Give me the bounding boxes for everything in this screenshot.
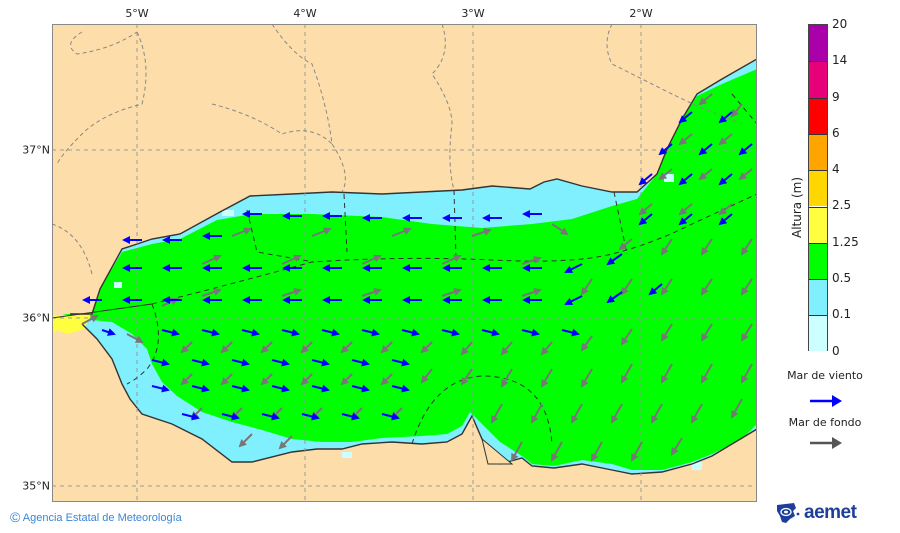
aemet-emblem-icon [777, 503, 800, 523]
sea-calm-patches [114, 174, 702, 470]
lon-tick-4w: 4°W [293, 7, 317, 20]
copyright-credit: © Agencia Estatal de Meteorología [10, 509, 182, 525]
credit-text: Agencia Estatal de Meteorología [22, 512, 182, 524]
aemet-logo: aemet [776, 502, 857, 524]
colorbar-bin-4-6 [809, 133, 827, 171]
graticule [52, 24, 757, 502]
lat-tick-35n: 35°N [22, 479, 50, 493]
colorbar-tick-2.5: 2.5 [832, 198, 852, 212]
swell-arrow-icon [810, 437, 842, 449]
cabo-tres-forcas [481, 437, 514, 465]
colorbar-tick-6: 6 [832, 126, 840, 140]
colorbar-tick-20: 20 [832, 17, 848, 31]
legend-wind-sea-label: Mar de viento [787, 369, 863, 382]
colorbar-tick-9: 9 [832, 90, 840, 104]
colorbar-tick-0.1: 0.1 [832, 307, 852, 321]
colorbar-bin-1.25-2.5 [809, 206, 827, 243]
colorbar-tick-4: 4 [832, 162, 840, 176]
colorbar-bin-14-20 [809, 25, 827, 62]
aemet-wordmark: aemet [804, 502, 857, 523]
coastline-south [81, 323, 757, 475]
map-frame [52, 24, 757, 502]
colorbar-bin-0.1-0.5 [809, 279, 827, 316]
lon-tick-2w: 2°W [629, 7, 653, 20]
lat-tick-37n: 37°N [22, 143, 50, 157]
colorbar-bin-0-0.1 [809, 315, 827, 351]
wave-height-map[interactable] [52, 24, 757, 502]
colorbar-tick-1.25: 1.25 [832, 235, 859, 249]
lat-tick-36n: 36°N [22, 311, 50, 325]
colorbar-tick-14: 14 [832, 53, 848, 67]
wave-height-colorbar [808, 24, 828, 351]
copyright-icon: © [10, 509, 21, 525]
colorbar-bin-6-9 [809, 97, 827, 134]
sea-yellow-strait [52, 314, 92, 334]
wind-sea-arrows [82, 111, 753, 421]
colorbar-tick-0: 0 [832, 344, 840, 358]
lon-tick-3w: 3°W [461, 7, 485, 20]
strait-line [52, 303, 153, 319]
lon-tick-5w: 5°W [125, 7, 149, 20]
colorbar-bin-2.5-4 [809, 170, 827, 207]
wind-sea-arrow-icon [810, 395, 842, 407]
colorbar-tick-0.5: 0.5 [832, 271, 852, 285]
colorbar-bin-0.5-1.25 [809, 242, 827, 280]
colorbar-bin-9-14 [809, 61, 827, 98]
colorbar-title: Altura (m) [790, 176, 804, 238]
land-borders [52, 24, 743, 275]
legend-swell-label: Mar de fondo [788, 416, 862, 429]
